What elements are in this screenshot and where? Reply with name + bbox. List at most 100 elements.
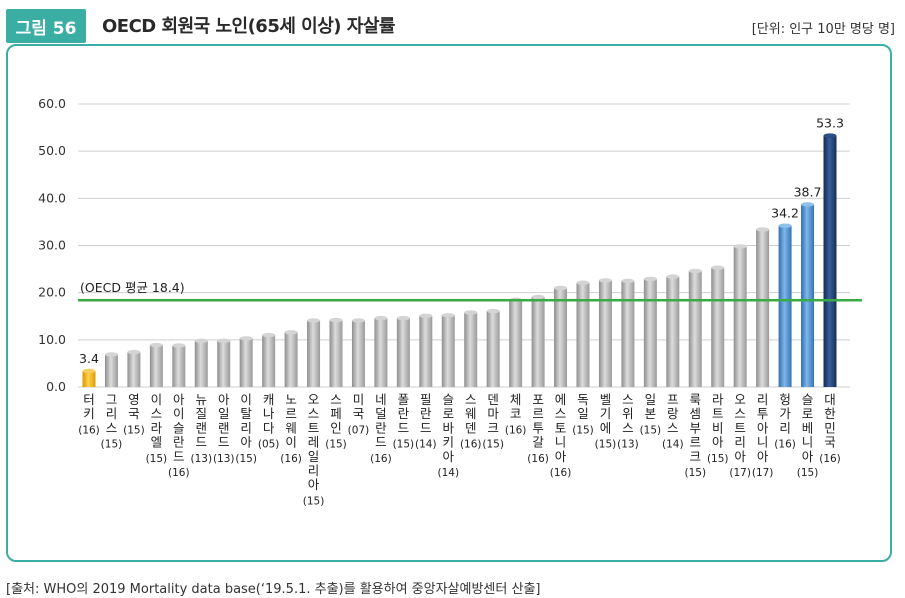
bar-24 (598, 280, 612, 387)
category-label-13: 미 국 (07) (348, 392, 370, 436)
category-label-29: 라 트 비 아 (15) (707, 392, 729, 465)
category-label-31: 리 투 아 니 아 (17) (752, 392, 774, 479)
category-label-26: 일 본 (15) (640, 392, 662, 436)
bar-27 (666, 276, 680, 387)
bar-top-27 (666, 274, 680, 279)
category-year: (15) (482, 439, 504, 451)
category-label-19: 덴 마 크 (15) (482, 392, 504, 451)
data-label: 34.2 (771, 206, 799, 221)
bar-11 (307, 320, 321, 387)
bar-top-11 (307, 318, 321, 323)
category-year: (14) (662, 439, 684, 451)
bar-top-33 (801, 202, 815, 207)
bar-top-13 (351, 318, 365, 323)
category-label-7: 아 일 랜 드 (13) (213, 392, 235, 465)
bar-top-21 (531, 294, 545, 300)
category-year: (16) (527, 453, 549, 465)
bar-chart: 0.0 10.0 20.0 30.0 40.0 50.0 60.0 (OECD 평균 18.… (38, 96, 862, 507)
bar-top-18 (464, 310, 478, 315)
bar-8 (239, 338, 253, 387)
category-label-23: 독 일 (15) (572, 392, 594, 436)
category-label-14: 네 덜 란 드 (16) (370, 392, 392, 465)
category-label-22: 에 스 토 니 아 (16) (550, 392, 572, 479)
bar-13 (351, 320, 365, 387)
category-label-17: 슬 로 바 키 아 (14) (437, 392, 459, 479)
category-year: (15) (572, 424, 594, 436)
bar-33 (801, 204, 815, 387)
category-year: (17) (729, 467, 751, 479)
bar-top-28 (688, 268, 702, 274)
category-label-28: 룩 셈 부 르 크 (15) (684, 392, 706, 479)
bar-19 (486, 311, 500, 387)
category-label-33: 슬 로 베 니 아 (15) (797, 392, 819, 479)
category-label-12: 스 페 인 (15) (325, 392, 347, 451)
category-label-1: 터 키 (16) (78, 392, 100, 436)
category-year: (15) (640, 424, 662, 436)
category-label-21: 포 르 투 갈 (16) (527, 392, 549, 465)
bar-3 (127, 352, 141, 387)
category-year: (17) (752, 467, 774, 479)
category-label-18: 스 웨 덴 (16) (460, 392, 482, 451)
bar-top-6 (194, 338, 208, 343)
category-year: (15) (393, 439, 415, 451)
bar-top-7 (217, 338, 231, 343)
bar-29 (711, 267, 725, 387)
category-year: (15) (101, 439, 123, 451)
category-label-10: 노 르 웨 이 (16) (280, 392, 302, 465)
category-year: (15) (235, 453, 257, 465)
bar-top-30 (733, 244, 747, 249)
unit-label: [단위: 인구 10만 명당 명] (751, 22, 895, 37)
category-label-16: 필 란 드 (14) (415, 392, 437, 451)
bar-top-24 (598, 278, 612, 283)
bar-5 (172, 345, 186, 387)
bar-top-15 (396, 315, 410, 321)
category-year: (16) (505, 424, 527, 436)
figure-badge: 그림 56 (6, 9, 86, 43)
category-year: (16) (460, 439, 482, 451)
category-label-32: 헝 가 리 (16) (774, 392, 796, 451)
category-year: (07) (348, 424, 370, 436)
bar-top-14 (374, 315, 388, 321)
y-tick-label: 0.0 (46, 379, 66, 394)
bar-30 (733, 246, 747, 387)
category-year: (13) (190, 453, 212, 465)
bar-top-31 (756, 227, 770, 232)
bar-1 (82, 370, 96, 387)
bar-top-29 (711, 265, 725, 270)
category-year: (15) (123, 424, 145, 436)
bar-17 (441, 315, 455, 387)
bar-top-9 (262, 332, 276, 338)
category-label-20: 체 코 (16) (505, 392, 527, 436)
bar-4 (149, 345, 163, 387)
category-label-3: 영 국 (15) (123, 392, 145, 436)
bar-21 (531, 296, 545, 387)
category-label-34: 대 한 민 국 (16) (819, 392, 841, 465)
bar-top-8 (239, 336, 253, 341)
category-label-6: 뉴 질 랜 드 (13) (190, 392, 212, 465)
category-year: (16) (168, 467, 190, 479)
y-tick-label: 50.0 (38, 143, 66, 158)
bar-20 (509, 299, 523, 387)
